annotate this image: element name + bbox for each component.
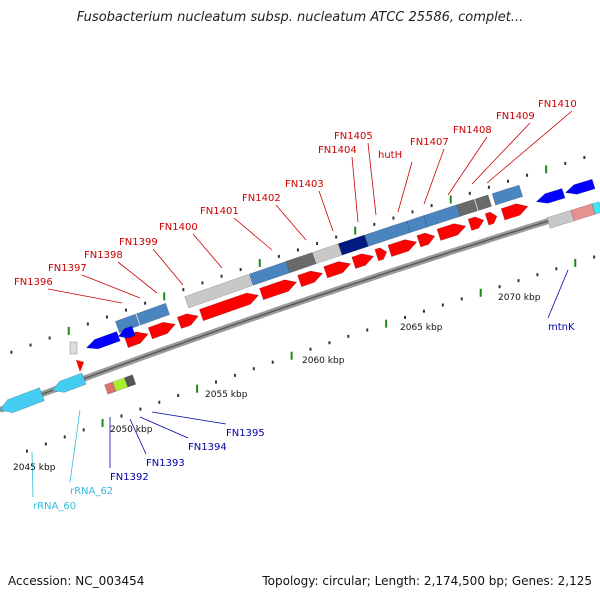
domain-box	[124, 374, 137, 388]
leader-line	[447, 136, 488, 196]
map-title: Fusobacterium nucleatum subsp. nucleatum…	[76, 10, 524, 25]
gene-label: FN1397	[48, 263, 87, 274]
domain-box	[184, 274, 253, 309]
gene-label: FN1399	[119, 237, 158, 248]
scale-label: 2060 kbp	[302, 356, 345, 366]
leader-line	[275, 204, 307, 241]
leader-line	[547, 269, 569, 319]
gene-label: FN1396	[14, 277, 53, 288]
scale-label: 2055 kbp	[205, 390, 248, 400]
genome-axis	[0, 202, 600, 413]
gene-features	[0, 178, 600, 414]
gene-label: FN1401	[200, 206, 239, 217]
gene-label: FN1398	[84, 250, 123, 261]
gene-label: FN1395	[226, 428, 265, 439]
gene-label: rRNA_62	[70, 486, 113, 497]
gene-label: hutH	[378, 150, 402, 161]
domain-box	[311, 243, 343, 265]
gene-label: FN1404	[318, 145, 357, 156]
leader-line	[233, 217, 273, 251]
reverse-gene-arrow	[564, 178, 596, 195]
gene-label: FN1409	[496, 111, 535, 122]
gene-label: FN1393	[146, 458, 185, 469]
leader-line	[423, 148, 445, 205]
reverse-gene-arrow	[85, 331, 121, 350]
domain-box	[456, 199, 478, 217]
forward-gene-arrow	[416, 232, 436, 248]
gene-label: mtnK	[548, 322, 575, 333]
leader-line	[486, 110, 573, 184]
leader-line	[117, 261, 158, 294]
gene-label: FN1402	[242, 193, 281, 204]
forward-gene-arrow	[147, 321, 176, 340]
label-leader-lines	[31, 110, 573, 498]
gene-label: FN1392	[110, 472, 149, 483]
domain-box	[337, 234, 369, 256]
rrna-feature	[51, 372, 87, 393]
leader-line	[351, 156, 359, 223]
leader-line	[397, 161, 413, 213]
accession-text: Accession: NC_003454	[8, 574, 145, 588]
forward-gene-arrow	[500, 203, 529, 221]
forward-gene-arrow	[323, 261, 352, 279]
forward-gene-arrow	[374, 247, 388, 262]
scale-label: 2070 kbp	[498, 293, 541, 303]
leader-line	[31, 451, 34, 498]
gene-label: FN1407	[410, 137, 449, 148]
genome-summary-text: Topology: circular; Length: 2,174,500 bp…	[262, 574, 592, 588]
forward-gene-arrow	[297, 270, 324, 288]
leader-line	[139, 416, 189, 439]
forward-gene-arrow	[467, 216, 485, 231]
gene-label: FN1408	[453, 125, 492, 136]
forward-gene-arrow	[351, 253, 375, 269]
domain-box	[546, 209, 575, 229]
domain-box	[285, 252, 317, 274]
scale-ticks	[10, 156, 596, 453]
reverse-gene-arrow	[117, 325, 136, 339]
leader-line	[318, 190, 334, 232]
domain-box	[474, 194, 492, 211]
domain-box	[570, 203, 596, 222]
gene-labels: 2045 kbp 2050 kbp 2055 kbp 2060 kbp 2065 kbp…	[13, 99, 577, 512]
small-gene-arrow	[76, 360, 84, 372]
leader-line	[152, 248, 184, 286]
domain-box	[591, 201, 600, 215]
backbone-line	[0, 202, 600, 413]
leader-line	[367, 142, 377, 216]
gene-label: FN1400	[159, 222, 198, 233]
backbone-core	[0, 204, 600, 411]
forward-gene-arrow	[436, 223, 467, 241]
leader-line	[129, 418, 147, 455]
gene-label: FN1403	[285, 179, 324, 190]
domain-box	[136, 302, 170, 326]
forward-gene-arrow	[176, 313, 199, 329]
leader-line	[81, 274, 141, 299]
forward-gene-arrow	[387, 239, 418, 257]
leader-line	[192, 233, 223, 269]
gene-label: FN1410	[538, 99, 577, 110]
gene-label: rRNA_60	[33, 501, 76, 512]
domain-box	[491, 184, 524, 206]
forward-gene-arrow	[199, 292, 260, 322]
forward-gene-arrow	[484, 211, 498, 226]
gene-label: FN1405	[334, 131, 373, 142]
leader-line	[151, 411, 227, 425]
reverse-gene-arrow	[535, 188, 566, 204]
leader-line	[471, 122, 531, 185]
scale-label: 2065 kbp	[400, 323, 443, 333]
small-feature	[69, 341, 78, 355]
scale-label: 2050 kbp	[110, 425, 153, 435]
forward-gene-arrow	[259, 279, 298, 301]
domain-box	[115, 313, 140, 334]
gene-label: FN1394	[188, 442, 227, 453]
rrna-feature	[0, 387, 45, 414]
leader-line	[69, 409, 81, 483]
scale-label: 2045 kbp	[13, 463, 56, 473]
leader-line	[47, 288, 123, 304]
